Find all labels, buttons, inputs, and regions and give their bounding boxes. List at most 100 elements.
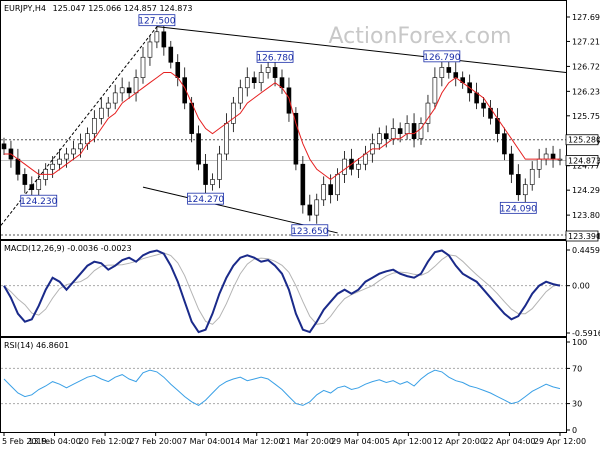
bottom-price-label: 123.390 — [568, 232, 600, 241]
upper-trendline — [156, 26, 567, 74]
candle-body — [509, 153, 514, 175]
x-tick-label: 12 Apr 20:00 — [433, 437, 485, 446]
chart-symbol-title: EURJPY,H4 125.047 125.066 124.857 124.87… — [4, 4, 193, 13]
candle-body — [244, 77, 250, 89]
moving-average-line — [4, 72, 560, 181]
x-tick-label: 21 Mar 20:00 — [281, 437, 334, 446]
candle-body — [550, 153, 556, 160]
macd-axis: 0.4459 0.00 -0.5916 — [566, 246, 600, 338]
rsi-tick-label: 30 — [572, 400, 582, 409]
candle-body — [112, 92, 118, 104]
candle-body — [328, 184, 333, 196]
candle-body — [265, 67, 271, 73]
candle-body — [432, 77, 438, 104]
price-annotation-label: 124.230 — [20, 197, 57, 207]
candle-body — [182, 77, 187, 104]
candle-body — [161, 31, 167, 48]
price-annotation-box — [499, 201, 537, 214]
rsi-tick-label: 70 — [572, 364, 582, 373]
candle-body — [515, 174, 521, 196]
ohlc-values: 125.047 125.066 124.857 124.873 — [53, 4, 193, 13]
watermark-text: ActionForex.com — [329, 24, 512, 49]
candle-body — [425, 102, 431, 124]
resistance-price-label: 125.280 — [568, 136, 600, 145]
rsi-panel-frame — [0, 337, 567, 433]
price-tick-label: 124.290 — [572, 186, 600, 195]
price-annotation-label: 123.650 — [291, 227, 328, 237]
candle-body — [119, 87, 125, 94]
macd-tick-label: 0.4459 — [572, 246, 600, 255]
candle-body — [481, 102, 486, 109]
candle-body — [258, 72, 264, 84]
candle-body — [210, 179, 215, 185]
candle-body — [1, 143, 7, 150]
candle-body — [321, 184, 327, 201]
candle-body — [57, 158, 62, 165]
price-annotation-label: 124.270 — [187, 195, 224, 205]
candle-body — [105, 102, 111, 109]
candle-body — [411, 123, 417, 140]
candle-body — [238, 87, 243, 104]
candles — [1, 21, 563, 224]
candle-body — [50, 163, 55, 170]
price-axis: 127.690 127.210 126.720 126.230 125.750 125.2… — [565, 13, 600, 242]
x-tick-label: 27 Feb 20:00 — [129, 437, 181, 446]
candle-body — [536, 158, 542, 170]
rsi-panel-title: RSI(14) 46.8601 — [4, 341, 69, 350]
price-tick-label: 125.750 — [572, 112, 600, 121]
price-annotation-box — [20, 194, 58, 207]
price-annotation-box — [291, 224, 329, 237]
candle-body — [217, 153, 222, 180]
candle-body — [71, 148, 76, 155]
candle-body — [29, 184, 35, 190]
candle-body — [390, 128, 396, 140]
price-tick-label: 124.770 — [572, 162, 600, 171]
candle-body — [376, 133, 382, 145]
macd-panel-title: MACD(12,26,9) -0.0036 -0.0023 — [4, 244, 132, 253]
annotations: 127.500 126.780 126.790 124.230 124.270 123.6… — [20, 14, 537, 237]
price-annotation-box — [423, 50, 461, 63]
price-tick-label: 127.690 — [572, 13, 600, 22]
macd-tick-label: 0.00 — [572, 282, 590, 291]
price-tick-label: 126.720 — [572, 62, 600, 71]
price-tick-label: 127.210 — [572, 37, 600, 46]
price-annotation-box — [256, 50, 294, 63]
candle-body — [383, 133, 389, 140]
candle-body — [307, 204, 313, 216]
candle-body — [251, 77, 257, 84]
candle-body — [189, 102, 194, 134]
candle-body — [356, 163, 361, 170]
candle-body — [543, 153, 549, 160]
price-annotation-label: 124.090 — [500, 204, 537, 214]
candle-body — [446, 67, 452, 73]
candle-body — [64, 153, 69, 160]
macd-tick-label: -0.5916 — [572, 329, 600, 338]
candle-body — [203, 163, 208, 185]
candle-body — [196, 133, 201, 165]
price-annotation-label: 127.500 — [138, 17, 175, 27]
resistance-price-label-box — [565, 134, 599, 146]
candle-body — [522, 184, 528, 196]
price-annotation-label: 126.790 — [423, 53, 460, 63]
candle-body — [133, 77, 139, 94]
candle-body — [453, 72, 459, 78]
x-tick-label: 29 Apr 12:00 — [534, 437, 586, 446]
candle-body — [335, 174, 340, 196]
candle-body — [140, 56, 146, 78]
candle-body — [314, 199, 320, 216]
x-tick-label: 5 Feb 2019 — [2, 437, 47, 446]
rsi-axis: 100 70 30 0 — [566, 338, 587, 435]
macd-line — [3, 249, 561, 334]
candle-body — [92, 118, 97, 134]
rsi-tick-label: 100 — [572, 338, 587, 347]
x-tick-label: 22 Apr 04:00 — [483, 437, 535, 446]
price-panel-frame — [0, 0, 567, 240]
candle-body — [126, 87, 132, 94]
price-tick-label: 126.230 — [572, 87, 600, 96]
current-price-label: 124.873 — [568, 156, 600, 165]
candle-body — [418, 123, 424, 140]
x-tick-label: 14 Mar 12:00 — [230, 437, 283, 446]
x-tick-label: 7 Mar 04:00 — [182, 437, 230, 446]
